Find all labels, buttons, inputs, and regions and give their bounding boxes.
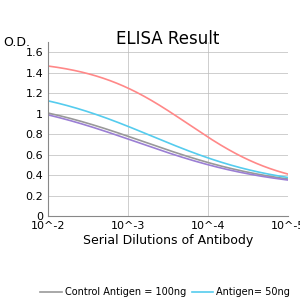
Antigen= 50ng xyxy=(189,150,193,154)
Antigen= 50ng xyxy=(280,175,284,178)
Antigen= 100ng xyxy=(286,172,290,176)
Line: Control Antigen = 100ng: Control Antigen = 100ng xyxy=(48,113,288,179)
Line: Antigen= 10ng: Antigen= 10ng xyxy=(48,115,288,180)
Antigen= 10ng xyxy=(243,171,247,175)
Antigen= 10ng xyxy=(162,149,165,153)
Antigen= 10ng xyxy=(286,178,290,182)
Antigen= 100ng xyxy=(162,106,165,110)
Control Antigen = 100ng xyxy=(286,177,290,181)
Antigen= 50ng xyxy=(46,99,50,103)
Control Antigen = 100ng xyxy=(176,152,180,155)
Control Antigen = 100ng xyxy=(280,176,284,180)
Antigen= 100ng xyxy=(189,124,193,128)
Control Antigen = 100ng xyxy=(46,111,50,115)
Antigen= 100ng xyxy=(176,115,180,119)
Antigen= 10ng xyxy=(280,178,284,181)
Line: Antigen= 50ng: Antigen= 50ng xyxy=(48,101,288,178)
Line: Antigen= 100ng: Antigen= 100ng xyxy=(48,66,288,174)
Antigen= 100ng xyxy=(243,156,247,160)
Antigen= 10ng xyxy=(189,158,193,162)
Text: O.D.: O.D. xyxy=(3,36,30,49)
Antigen= 100ng xyxy=(160,105,164,109)
Antigen= 50ng xyxy=(176,145,180,148)
Control Antigen = 100ng xyxy=(160,146,164,150)
Text: ELISA Result: ELISA Result xyxy=(116,30,220,48)
Control Antigen = 100ng xyxy=(189,156,193,159)
Antigen= 10ng xyxy=(46,113,50,117)
Text: Serial Dilutions of Antibody: Serial Dilutions of Antibody xyxy=(83,234,253,247)
Antigen= 50ng xyxy=(160,139,164,142)
Antigen= 50ng xyxy=(243,167,247,171)
Control Antigen = 100ng xyxy=(243,170,247,173)
Antigen= 100ng xyxy=(46,64,50,68)
Antigen= 50ng xyxy=(286,176,290,179)
Legend: Control Antigen = 100ng, Antigen= 10ng, Antigen= 50ng, Antigen= 100ng: Control Antigen = 100ng, Antigen= 10ng, … xyxy=(40,287,296,300)
Antigen= 10ng xyxy=(176,154,180,158)
Antigen= 50ng xyxy=(162,139,165,143)
Control Antigen = 100ng xyxy=(162,147,165,150)
Antigen= 100ng xyxy=(280,171,284,174)
Antigen= 10ng xyxy=(160,149,164,152)
